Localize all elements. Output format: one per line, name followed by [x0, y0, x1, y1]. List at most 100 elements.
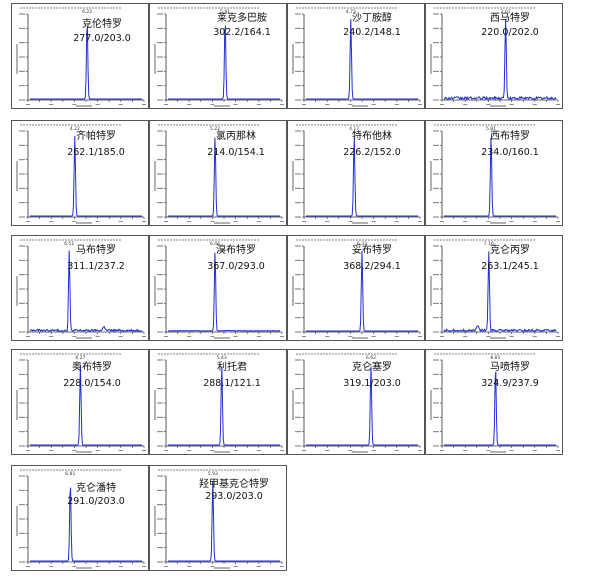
axis-line	[27, 246, 144, 333]
chromatogram-trace	[168, 480, 280, 562]
chromatogram-panel: 7.16 克仑丙罗 263.1/245.1	[425, 235, 563, 341]
compound-name: 溴布特罗	[216, 245, 256, 256]
peak-retention-label: 6.22	[82, 9, 92, 15]
chromatogram-plot: 6.62	[292, 353, 422, 453]
mrm-transition: 214.0/154.1	[207, 147, 265, 158]
chromatogram-panel: 6.81 马喷特罗 324.9/237.9	[425, 349, 563, 455]
mrm-transition: 262.1/185.0	[67, 147, 125, 158]
mrm-transition: 319.1/203.0	[343, 378, 401, 389]
compound-name: 沙丁胺醇	[352, 13, 392, 24]
chromatogram-panel: 5.81 莱克多巴胺 302.2/164.1	[149, 3, 287, 109]
peak-retention-label: 7.16	[484, 241, 494, 247]
compound-name: 特布他林	[352, 131, 392, 142]
chromatogram-trace	[167, 252, 280, 332]
compound-name: 克仑丙罗	[490, 245, 530, 256]
peak-retention-label: 4.22	[70, 126, 80, 132]
chromatogram-panel: 5.22 氯丙那林 214.0/154.1	[149, 120, 287, 226]
compound-name: 克仑潘特	[76, 483, 116, 494]
chromatogram-trace	[444, 371, 556, 446]
peak-retention-label: 6.62	[366, 355, 376, 361]
chromatogram-plot: 4.22	[16, 124, 146, 224]
compound-name: 氯丙那林	[216, 131, 256, 142]
peak-retention-label: 6.27	[75, 355, 85, 361]
mrm-transition: 291.0/203.0	[67, 496, 125, 507]
chromatogram-trace	[444, 137, 556, 217]
peak-retention-label: 6.81	[491, 355, 501, 361]
chromatogram-panel: 4.17 特布他林 226.2/152.0	[287, 120, 425, 226]
compound-name: 奥布特罗	[72, 362, 112, 373]
chromatogram-trace	[30, 135, 142, 217]
chromatogram-plot: 6.27	[16, 353, 146, 453]
chromatogram-panel: 6.27 奥布特罗 228.0/154.0	[11, 349, 149, 455]
axis-line	[303, 131, 420, 218]
axis-line	[165, 131, 282, 218]
chromatogram-plot: 5.93	[154, 469, 284, 569]
mrm-transition: 234.0/160.1	[481, 147, 539, 158]
mrm-transition: 324.9/237.9	[481, 378, 539, 389]
chromatogram-trace	[443, 251, 557, 333]
chromatogram-trace	[29, 250, 143, 333]
chromatogram-panel: 6.51 马布特罗 311.1/237.2	[11, 235, 149, 341]
peak-retention-label: 2.01	[501, 9, 511, 15]
peak-retention-label: 5.93	[208, 471, 218, 477]
mrm-transition: 311.1/237.2	[67, 261, 125, 272]
chromatogram-plot: 2.01	[430, 7, 560, 107]
peak-retention-label: 5.43	[217, 355, 227, 361]
mrm-transition: 277.0/203.0	[73, 33, 131, 44]
chromatogram-panel: 5.81 西布特罗 234.0/160.1	[425, 120, 563, 226]
mrm-transition: 226.2/152.0	[343, 147, 401, 158]
peak-retention-label: 6.81	[65, 471, 75, 477]
compound-name: 西布特罗	[490, 131, 530, 142]
chromatogram-plot: 4.17	[292, 124, 422, 224]
chromatogram-plot: 7.16	[430, 239, 560, 339]
chromatogram-trace	[306, 18, 418, 100]
chromatogram-trace	[444, 19, 557, 101]
chromatogram-plot: 5.43	[154, 353, 284, 453]
peak-retention-label: 6.33	[357, 241, 367, 247]
peak-retention-label: 4.17	[349, 126, 359, 132]
chromatogram-trace	[168, 366, 280, 446]
chromatogram-panel: 4.22 齐帕特罗 262.1/185.0	[11, 120, 149, 226]
chromatogram-plot: 6.51	[16, 239, 146, 339]
compound-name: 马布特罗	[76, 245, 116, 256]
chromatogram-plot: 5.81	[430, 124, 560, 224]
compound-name: 西马特罗	[490, 13, 530, 24]
compound-name: 克伦特罗	[82, 19, 122, 30]
compound-name: 克仑塞罗	[352, 362, 392, 373]
mrm-transition: 220.0/202.0	[481, 27, 539, 38]
chromatogram-panel: 4.73 沙丁胺醇 240.2/148.1	[287, 3, 425, 109]
chromatogram-trace	[30, 487, 142, 562]
chromatogram-plot: 6.22	[16, 7, 146, 107]
compound-name: 齐帕特罗	[76, 131, 116, 142]
axis-line	[441, 131, 558, 218]
chromatogram-trace	[30, 364, 142, 446]
chromatogram-trace	[168, 25, 280, 100]
peak-retention-label: 5.81	[220, 9, 230, 15]
mrm-transition: 228.0/154.0	[63, 378, 121, 389]
chromatogram-panel: 6.22 克伦特罗 277.0/203.0	[11, 3, 149, 109]
chromatogram-plot: 6.33	[292, 239, 422, 339]
chromatogram-panel: 6.81 克仑潘特 291.0/203.0	[11, 465, 149, 571]
chromatogram-plot: 5.81	[154, 7, 284, 107]
chromatogram-trace	[306, 137, 418, 217]
chromatogram-plot: 4.73	[292, 7, 422, 107]
chromatogram-trace	[306, 250, 418, 332]
chromatogram-panel: 5.93 羟甲基克仑特罗 293.0/203.0	[149, 465, 287, 571]
compound-name: 莱克多巴胺	[217, 13, 267, 24]
axis-line	[165, 246, 282, 333]
mrm-transition: 288.1/121.1	[203, 378, 261, 389]
axis-line	[27, 131, 144, 218]
peak-retention-label: 6.51	[64, 241, 74, 247]
peak-retention-label: 4.73	[346, 9, 356, 15]
chromatogram-panel: 6.33 妥布特罗 368.2/294.1	[287, 235, 425, 341]
mrm-transition: 293.0/203.0	[205, 491, 263, 502]
chromatogram-panel: 6.44 溴布特罗 367.0/293.0	[149, 235, 287, 341]
compound-name: 妥布特罗	[352, 245, 392, 256]
chromatogram-trace	[30, 25, 142, 100]
axis-line	[441, 246, 558, 333]
compound-name: 利托君	[217, 362, 247, 373]
chromatogram-trace	[306, 366, 418, 446]
chromatogram-plot: 5.22	[154, 124, 284, 224]
mrm-transition: 368.2/294.1	[343, 261, 401, 272]
